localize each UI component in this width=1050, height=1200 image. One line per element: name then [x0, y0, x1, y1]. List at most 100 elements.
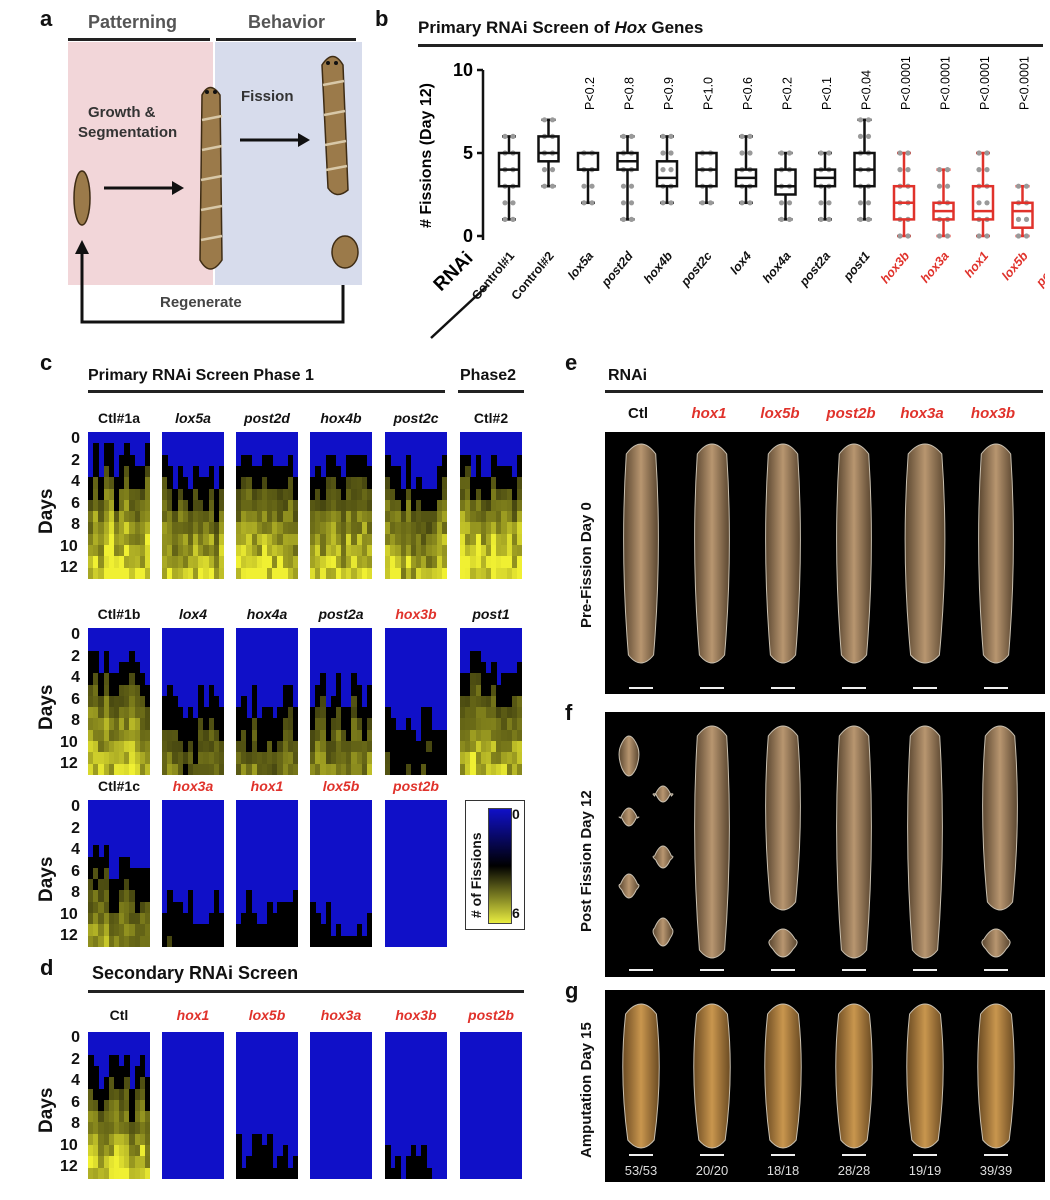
panel-g-letter: g: [565, 978, 579, 1003]
panel-c-row1-day-tick: 4: [71, 473, 80, 490]
worm-column-label: lox5b: [760, 405, 800, 422]
panel-c-row1-day-tick: 6: [71, 494, 80, 512]
panel-a-schematic: [73, 55, 359, 324]
panel-c-row1-day-tick: 8: [71, 516, 80, 533]
secondary-heatmap-hox1: [162, 1032, 224, 1179]
data-point: [857, 133, 864, 139]
worm-amputation: [835, 1003, 873, 1149]
data-point: [865, 216, 872, 222]
data-point: [510, 200, 516, 206]
data-point: [944, 233, 951, 239]
box-iqr: [655, 160, 679, 188]
heatmap-row3-label: hox3a: [172, 778, 214, 794]
legend-frame: [465, 800, 525, 930]
heatmap-post2b: [385, 800, 447, 947]
heatmap-lox5a: [162, 432, 224, 579]
data-point: [668, 200, 674, 206]
data-point: [976, 233, 982, 239]
patterning-label: Patterning: [88, 12, 178, 32]
worm-fragment: [618, 873, 640, 899]
heatmap-row1-label: Ctl#2: [473, 410, 509, 426]
panel-c-row3-days-label: Days: [36, 856, 57, 902]
heatmap-post2a: [310, 628, 372, 775]
data-point: [778, 150, 785, 156]
data-point: [628, 200, 635, 206]
data-point: [786, 200, 793, 206]
heatmap-Ctl1b: [88, 628, 150, 775]
worm-column-label: hox1: [691, 405, 727, 422]
panel-c-row2-day-tick: 0: [71, 626, 80, 643]
box-iqr: [537, 135, 560, 163]
worm-day0: [904, 443, 946, 664]
data-point: [589, 183, 595, 189]
small-worm: [73, 170, 91, 226]
growth-label: Growth &: [88, 104, 156, 121]
fission-colorbar: [488, 808, 512, 924]
data-point: [549, 117, 556, 123]
side-label-f: Post Fission Day 12: [578, 790, 595, 932]
heatmap-row3-label: lox5b: [322, 778, 360, 794]
category-label: lox4: [727, 249, 754, 277]
secondary-label: post2b: [468, 1007, 514, 1023]
data-point: [581, 183, 587, 189]
data-point: [747, 150, 753, 156]
heatmap-lox4: [162, 628, 224, 775]
p-value-label: P<1.0: [702, 77, 716, 110]
data-point: [541, 183, 548, 189]
heatmap-hox4a: [236, 628, 298, 775]
box-hox4b: [655, 133, 679, 206]
heatmap-row2-label: post1: [472, 606, 510, 622]
heatmap-lox5b: [310, 800, 372, 947]
regeneration-ratio: 39/39: [979, 1163, 1013, 1178]
data-point: [865, 133, 872, 139]
data-point: [818, 216, 824, 222]
data-point: [786, 216, 793, 222]
worm-day0: [765, 443, 801, 664]
y-tick-label: 5: [463, 143, 473, 163]
data-point: [502, 133, 508, 139]
panel-c-row1-day-tick: 10: [60, 537, 78, 555]
worm-day0: [694, 443, 730, 664]
data-point: [628, 133, 635, 139]
worm-fragment: [652, 917, 674, 947]
secondary-title: Secondary RNAi Screen: [92, 963, 299, 983]
p-value-label: P<0.0001: [978, 56, 992, 110]
p-value-label: P<0.2: [781, 77, 795, 110]
data-point: [581, 200, 587, 206]
data-point: [905, 150, 911, 156]
panel-c-row2-day-tick: 12: [60, 755, 78, 772]
worm-day12-anterior: [765, 725, 801, 911]
regeneration-ratio: 53/53: [624, 1163, 658, 1178]
data-point: [739, 150, 745, 156]
heatmap-Ctl2: [460, 432, 522, 579]
p-value-label: P<0.6: [741, 77, 755, 110]
patterning-rule: [68, 38, 210, 41]
panel-c-row1-day-tick: 2: [71, 451, 80, 469]
data-point: [936, 183, 943, 189]
heatmap-post2d: [236, 432, 298, 579]
worm-day12-tail: [768, 928, 798, 958]
data-point: [778, 216, 785, 222]
data-point: [620, 133, 627, 139]
worm-day0: [623, 443, 659, 664]
worm-amputation: [977, 1003, 1015, 1149]
worm-amputation: [622, 1003, 660, 1149]
x-axis-diagonal: [430, 285, 488, 339]
data-point: [549, 167, 556, 173]
box-lox4: [734, 133, 758, 206]
category-label: hox3b: [878, 249, 913, 286]
regeneration-ratio: 19/19: [908, 1163, 942, 1178]
worm-fragment: [618, 735, 640, 777]
chart-title-rule: [418, 44, 1043, 47]
p-value-label: P<0.0001: [899, 56, 913, 110]
heatmap-row1-label: hox4b: [320, 410, 362, 426]
chart-title-suffix: Genes: [646, 18, 704, 37]
phase2-title: Phase2: [460, 367, 517, 384]
data-point: [1023, 233, 1030, 239]
secondary-label: hox3a: [320, 1007, 362, 1023]
y-tick-label: 0: [463, 226, 473, 246]
phase2-rule: [458, 390, 524, 393]
data-point: [857, 200, 864, 206]
data-point: [905, 233, 911, 239]
